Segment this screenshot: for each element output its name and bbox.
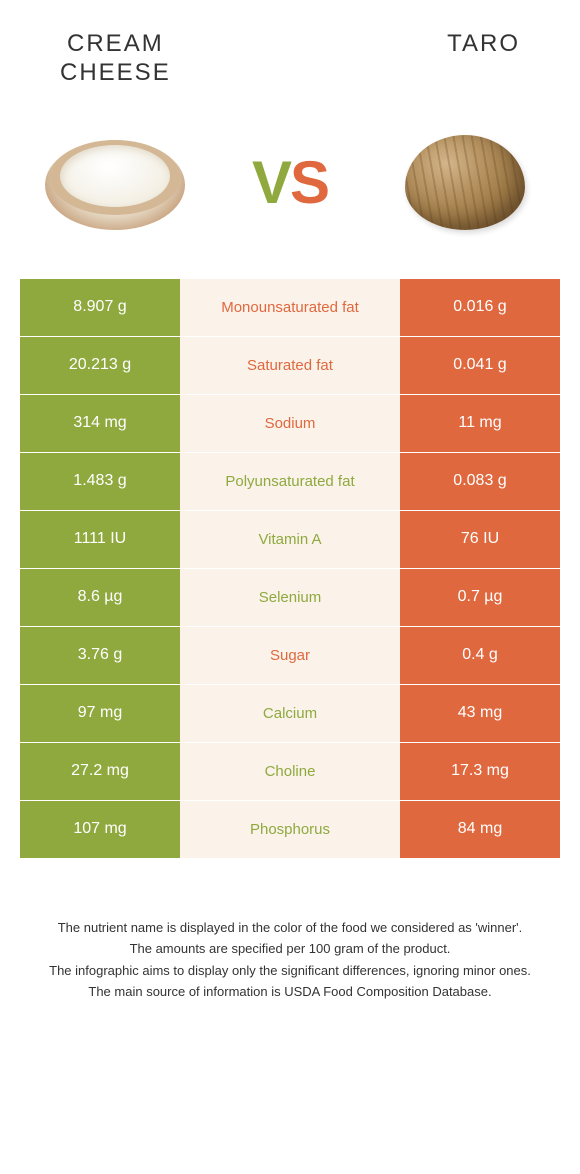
right-value-cell: 0.083 g bbox=[400, 453, 560, 510]
nutrient-label-cell: Monounsaturated fat bbox=[180, 279, 400, 336]
left-value-cell: 1111 IU bbox=[20, 511, 180, 568]
table-row: 8.907 gMonounsaturated fat0.016 g bbox=[20, 278, 560, 336]
left-value-cell: 3.76 g bbox=[20, 627, 180, 684]
nutrient-label-cell: Calcium bbox=[180, 685, 400, 742]
right-value-cell: 0.4 g bbox=[400, 627, 560, 684]
left-value-cell: 8.6 µg bbox=[20, 569, 180, 626]
images-row: VS bbox=[0, 98, 580, 278]
right-value-cell: 17.3 mg bbox=[400, 743, 560, 800]
left-food-title: CREAM CHEESE bbox=[60, 30, 171, 88]
nutrient-label-cell: Vitamin A bbox=[180, 511, 400, 568]
nutrient-label-cell: Polyunsaturated fat bbox=[180, 453, 400, 510]
right-value-cell: 11 mg bbox=[400, 395, 560, 452]
vs-v-letter: V bbox=[252, 149, 290, 216]
right-value-cell: 0.016 g bbox=[400, 279, 560, 336]
right-value-cell: 84 mg bbox=[400, 801, 560, 858]
table-row: 97 mgCalcium43 mg bbox=[20, 684, 560, 742]
left-value-cell: 1.483 g bbox=[20, 453, 180, 510]
nutrient-label-cell: Selenium bbox=[180, 569, 400, 626]
footer-line-1: The nutrient name is displayed in the co… bbox=[30, 918, 550, 938]
table-row: 27.2 mgCholine17.3 mg bbox=[20, 742, 560, 800]
left-title-line1: CREAM bbox=[67, 30, 164, 57]
table-row: 20.213 gSaturated fat0.041 g bbox=[20, 336, 560, 394]
table-row: 107 mgPhosphorus84 mg bbox=[20, 800, 560, 858]
table-row: 1111 IUVitamin A76 IU bbox=[20, 510, 560, 568]
nutrient-label-cell: Saturated fat bbox=[180, 337, 400, 394]
left-value-cell: 97 mg bbox=[20, 685, 180, 742]
taro-icon bbox=[400, 133, 530, 233]
right-value-cell: 0.7 µg bbox=[400, 569, 560, 626]
left-value-cell: 27.2 mg bbox=[20, 743, 180, 800]
table-row: 314 mgSodium11 mg bbox=[20, 394, 560, 452]
header: CREAM CHEESE TARO bbox=[0, 0, 580, 98]
table-row: 3.76 gSugar0.4 g bbox=[20, 626, 560, 684]
nutrient-label-cell: Sugar bbox=[180, 627, 400, 684]
vs-s-letter: S bbox=[290, 149, 328, 216]
left-value-cell: 107 mg bbox=[20, 801, 180, 858]
right-value-cell: 76 IU bbox=[400, 511, 560, 568]
cream-cheese-image bbox=[40, 118, 190, 248]
nutrient-label-cell: Phosphorus bbox=[180, 801, 400, 858]
left-title-line2: CHEESE bbox=[60, 59, 171, 86]
footer-notes: The nutrient name is displayed in the co… bbox=[0, 858, 580, 1002]
nutrient-label-cell: Sodium bbox=[180, 395, 400, 452]
nutrient-table: 8.907 gMonounsaturated fat0.016 g20.213 … bbox=[20, 278, 560, 858]
taro-image bbox=[390, 118, 540, 248]
footer-line-2: The amounts are specified per 100 gram o… bbox=[30, 939, 550, 959]
table-row: 8.6 µgSelenium0.7 µg bbox=[20, 568, 560, 626]
nutrient-label-cell: Choline bbox=[180, 743, 400, 800]
bowl-icon bbox=[45, 135, 185, 230]
footer-line-3: The infographic aims to display only the… bbox=[30, 961, 550, 981]
table-row: 1.483 gPolyunsaturated fat0.083 g bbox=[20, 452, 560, 510]
vs-label: VS bbox=[252, 148, 328, 217]
footer-line-4: The main source of information is USDA F… bbox=[30, 982, 550, 1002]
right-value-cell: 43 mg bbox=[400, 685, 560, 742]
right-food-title: TARO bbox=[447, 30, 520, 88]
right-value-cell: 0.041 g bbox=[400, 337, 560, 394]
left-value-cell: 20.213 g bbox=[20, 337, 180, 394]
left-value-cell: 314 mg bbox=[20, 395, 180, 452]
left-value-cell: 8.907 g bbox=[20, 279, 180, 336]
